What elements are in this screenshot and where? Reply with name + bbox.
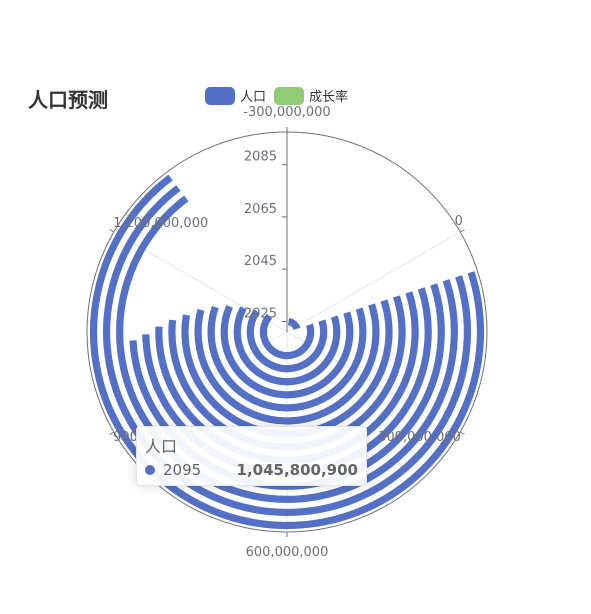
angle-gridline (286, 231, 461, 333)
tooltip-value: 1,045,800,900 (236, 461, 358, 479)
population-bar-2090[interactable] (103, 185, 471, 516)
legend-label-population: 人口 (240, 90, 267, 105)
angle-axis-tick (109, 431, 115, 435)
population-bar-2030[interactable] (259, 313, 315, 360)
tooltip-category: 2095 (163, 461, 202, 479)
population-bar-2035[interactable] (246, 309, 328, 373)
angle-axis-tick (459, 431, 465, 435)
population-bar-2085[interactable] (116, 195, 458, 503)
legend-item-growth-rate[interactable]: 成长率 (274, 86, 348, 105)
tooltip: 人口 2095 1,045,800,900 (136, 426, 367, 486)
angle-axis-tick-label: -300,000,000 (243, 105, 330, 120)
radius-axis-tick-label: 2045 (244, 254, 277, 269)
tooltip-title: 人口 (145, 437, 178, 456)
population-bar-2025[interactable] (287, 318, 301, 331)
population-bar-2050[interactable] (207, 305, 367, 412)
radius-axis-tick-label: 2065 (244, 202, 277, 217)
angle-axis-tick-label: 0 (455, 214, 463, 229)
population-bar-2055[interactable] (194, 303, 380, 425)
legend-swatch-growth-rate (274, 86, 305, 105)
angle-axis-tick-label: 600,000,000 (246, 545, 329, 560)
legend-label-growth-rate: 成长率 (309, 90, 349, 105)
angle-axis-tick (109, 229, 115, 233)
legend-swatch-population (205, 86, 235, 105)
radius-axis-tick-label: 2025 (244, 306, 277, 321)
tooltip-series-dot (145, 465, 155, 475)
radius-axis-tick-label: 2085 (244, 150, 277, 165)
tooltip-row: 2095 1,045,800,900 (145, 461, 358, 479)
angle-axis-tick (459, 229, 465, 233)
chart-title: 人口预测 (28, 88, 108, 112)
legend: 人口 成长率 (205, 86, 348, 105)
population-bar-2095[interactable] (89, 174, 485, 530)
angle-axis-tick-label: 300,000,000 (378, 430, 461, 445)
population-bar-2040[interactable] (233, 306, 341, 386)
legend-item-population[interactable]: 人口 (205, 86, 266, 105)
population-bar-2045[interactable] (220, 305, 354, 399)
angle-axis-tick-label: 1,200,000,000 (113, 216, 208, 231)
